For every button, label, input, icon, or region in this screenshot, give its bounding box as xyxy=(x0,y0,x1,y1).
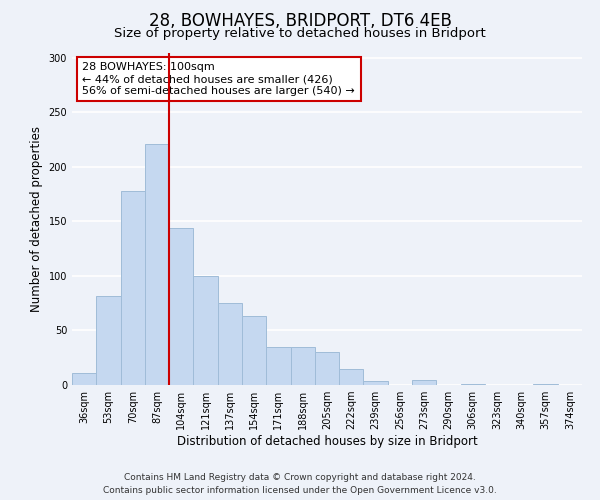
Bar xyxy=(242,316,266,385)
Bar xyxy=(218,303,242,385)
Bar xyxy=(72,373,96,385)
Bar xyxy=(266,347,290,385)
Text: 28, BOWHAYES, BRIDPORT, DT6 4EB: 28, BOWHAYES, BRIDPORT, DT6 4EB xyxy=(149,12,451,30)
Bar xyxy=(461,384,485,385)
Text: 28 BOWHAYES: 100sqm
← 44% of detached houses are smaller (426)
56% of semi-detac: 28 BOWHAYES: 100sqm ← 44% of detached ho… xyxy=(82,62,355,96)
Bar xyxy=(533,384,558,385)
Bar xyxy=(339,368,364,385)
Bar xyxy=(193,276,218,385)
Text: Size of property relative to detached houses in Bridport: Size of property relative to detached ho… xyxy=(114,28,486,40)
Bar xyxy=(145,144,169,385)
Bar xyxy=(121,191,145,385)
Bar xyxy=(315,352,339,385)
Text: Contains HM Land Registry data © Crown copyright and database right 2024.
Contai: Contains HM Land Registry data © Crown c… xyxy=(103,473,497,495)
Bar xyxy=(96,296,121,385)
Bar xyxy=(364,380,388,385)
Bar xyxy=(412,380,436,385)
X-axis label: Distribution of detached houses by size in Bridport: Distribution of detached houses by size … xyxy=(176,435,478,448)
Bar xyxy=(290,347,315,385)
Bar xyxy=(169,228,193,385)
Y-axis label: Number of detached properties: Number of detached properties xyxy=(30,126,43,312)
